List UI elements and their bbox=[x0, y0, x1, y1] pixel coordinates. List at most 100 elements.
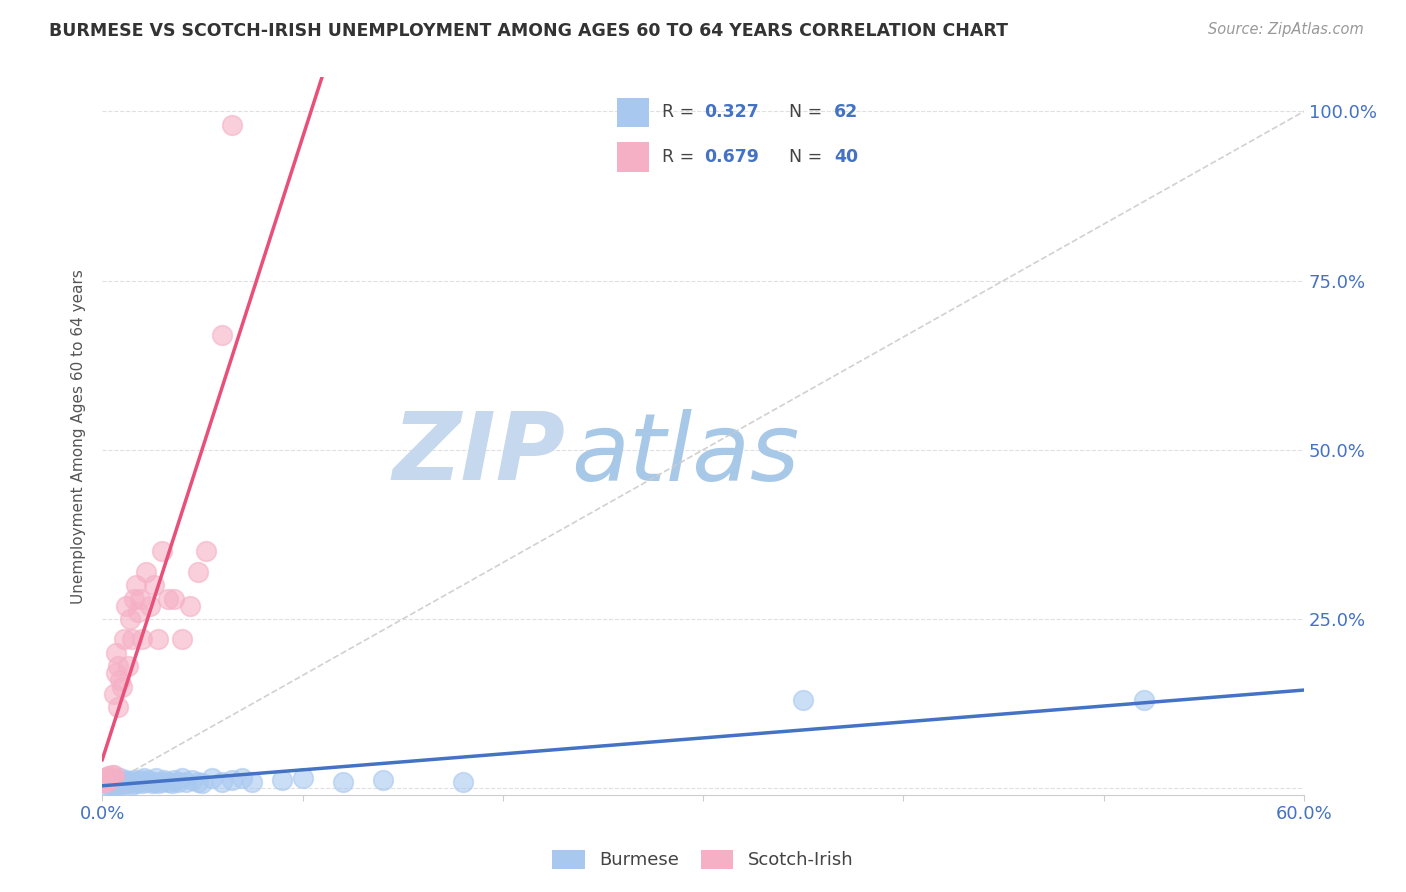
Point bbox=[121, 632, 143, 647]
Point bbox=[172, 632, 194, 647]
Point bbox=[112, 632, 135, 647]
Point bbox=[148, 776, 170, 790]
Point bbox=[143, 578, 166, 592]
Point bbox=[117, 659, 139, 673]
Point bbox=[97, 773, 120, 788]
Point bbox=[107, 659, 129, 673]
Point bbox=[98, 778, 121, 792]
Point bbox=[187, 774, 209, 789]
Point bbox=[111, 778, 134, 792]
Point bbox=[231, 771, 253, 785]
Point bbox=[96, 773, 118, 788]
Text: atlas: atlas bbox=[571, 409, 799, 500]
Point bbox=[97, 769, 120, 783]
Point bbox=[127, 605, 149, 619]
Point bbox=[187, 565, 209, 579]
Point bbox=[150, 544, 173, 558]
Point bbox=[201, 771, 224, 785]
Point bbox=[122, 591, 145, 606]
Point bbox=[115, 776, 138, 790]
Point bbox=[93, 774, 115, 789]
Point bbox=[107, 700, 129, 714]
Point bbox=[191, 776, 214, 790]
Point bbox=[101, 776, 124, 790]
Point bbox=[122, 773, 145, 788]
Point bbox=[129, 591, 152, 606]
Text: ZIP: ZIP bbox=[392, 409, 565, 500]
Point bbox=[271, 773, 294, 788]
Point bbox=[98, 771, 121, 785]
Point bbox=[451, 774, 474, 789]
Point bbox=[97, 771, 120, 785]
Point bbox=[176, 774, 198, 789]
Point bbox=[117, 774, 139, 789]
Point bbox=[162, 776, 184, 790]
Point bbox=[93, 771, 115, 785]
Point bbox=[120, 612, 142, 626]
Point bbox=[105, 666, 128, 681]
Point bbox=[98, 774, 121, 789]
Text: Source: ZipAtlas.com: Source: ZipAtlas.com bbox=[1208, 22, 1364, 37]
Point bbox=[96, 774, 118, 789]
Point bbox=[131, 776, 153, 790]
Point bbox=[112, 774, 135, 789]
Point bbox=[97, 776, 120, 790]
Point bbox=[110, 776, 132, 790]
Point bbox=[125, 578, 148, 592]
Point bbox=[291, 771, 314, 785]
Point bbox=[150, 774, 173, 789]
Point bbox=[110, 673, 132, 687]
Point bbox=[211, 327, 233, 342]
Point bbox=[107, 774, 129, 789]
Point bbox=[111, 774, 134, 789]
Point bbox=[111, 680, 134, 694]
Point bbox=[153, 773, 176, 788]
Point bbox=[110, 771, 132, 785]
Point bbox=[125, 776, 148, 790]
Point bbox=[93, 774, 115, 789]
Point bbox=[115, 773, 138, 788]
Point bbox=[163, 591, 186, 606]
Point bbox=[371, 773, 394, 788]
Y-axis label: Unemployment Among Ages 60 to 64 years: Unemployment Among Ages 60 to 64 years bbox=[72, 268, 86, 604]
Point bbox=[127, 774, 149, 789]
Point bbox=[103, 774, 125, 789]
Point bbox=[139, 599, 162, 613]
Point bbox=[101, 771, 124, 785]
Point bbox=[105, 646, 128, 660]
Point bbox=[135, 774, 157, 789]
Point bbox=[101, 768, 124, 782]
Point bbox=[1133, 693, 1156, 707]
Point bbox=[792, 693, 814, 707]
Point bbox=[101, 773, 124, 788]
Point bbox=[121, 774, 143, 789]
Point bbox=[134, 771, 156, 785]
Point bbox=[136, 773, 159, 788]
Point bbox=[120, 776, 142, 790]
Point bbox=[105, 773, 128, 788]
Legend: Burmese, Scotch-Irish: Burmese, Scotch-Irish bbox=[544, 841, 862, 879]
Point bbox=[211, 774, 233, 789]
Point bbox=[172, 771, 194, 785]
Point bbox=[332, 774, 354, 789]
Point bbox=[105, 776, 128, 790]
Point bbox=[167, 774, 190, 789]
Point bbox=[107, 778, 129, 792]
Point bbox=[101, 774, 124, 789]
Point bbox=[96, 771, 118, 785]
Point bbox=[145, 771, 167, 785]
Point bbox=[141, 776, 163, 790]
Point bbox=[181, 773, 204, 788]
Point bbox=[131, 632, 153, 647]
Point bbox=[157, 591, 180, 606]
Point bbox=[148, 632, 170, 647]
Point bbox=[179, 599, 201, 613]
Point bbox=[115, 599, 138, 613]
Point bbox=[103, 768, 125, 782]
Point bbox=[242, 774, 264, 789]
Point bbox=[96, 778, 118, 792]
Point bbox=[121, 778, 143, 792]
Point bbox=[103, 778, 125, 792]
Point bbox=[221, 773, 243, 788]
Point bbox=[163, 773, 186, 788]
